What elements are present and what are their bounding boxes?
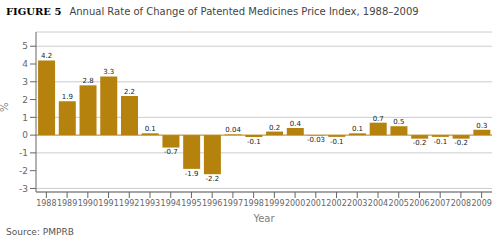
svg-text:0.2: 0.2: [269, 124, 280, 132]
html-text:Annual Rate of Change of Paten: Annual Rate of Change of Patented Medici…: [69, 5, 419, 17]
svg-text:3: 3: [22, 77, 28, 87]
svg-text:-0.1: -0.1: [330, 138, 344, 146]
svg-text:2003: 2003: [347, 199, 367, 208]
svg-text:1: 1: [22, 113, 28, 123]
svg-text:2009: 2009: [471, 199, 491, 208]
svg-text:1999: 1999: [264, 199, 284, 208]
svg-text:2002: 2002: [326, 199, 346, 208]
svg-text:1998: 1998: [243, 199, 263, 208]
svg-text:1993: 1993: [140, 199, 160, 208]
svg-text:-2.2: -2.2: [206, 175, 220, 183]
svg-text:0: 0: [22, 130, 28, 140]
svg-text:1994: 1994: [161, 199, 181, 208]
svg-text:0.1: 0.1: [145, 125, 156, 133]
svg-text:2: 2: [22, 95, 28, 105]
svg-text:1.9: 1.9: [62, 93, 73, 101]
html-text:Source: PMPRB: Source: PMPRB: [6, 226, 74, 237]
svg-text:1990: 1990: [78, 199, 98, 208]
svg-text:0.04: 0.04: [225, 126, 241, 134]
svg-text:0.4: 0.4: [290, 120, 302, 128]
svg-text:1992: 1992: [119, 199, 139, 208]
svg-text:-0.1: -0.1: [434, 138, 448, 146]
svg-text:1989: 1989: [57, 199, 77, 208]
svg-text:2005: 2005: [389, 199, 409, 208]
svg-text:1997: 1997: [223, 199, 243, 208]
svg-text:-1: -1: [19, 148, 28, 158]
svg-text:3.3: 3.3: [103, 68, 114, 76]
svg-text:2000: 2000: [285, 199, 305, 208]
svg-text:4: 4: [22, 59, 28, 69]
svg-text:-0.1: -0.1: [247, 138, 261, 146]
html-text:FIGURE 5: FIGURE 5: [6, 5, 62, 17]
svg-text:1996: 1996: [202, 199, 222, 208]
svg-text:2001: 2001: [306, 199, 326, 208]
svg-text:%: %: [0, 102, 10, 112]
svg-text:2.8: 2.8: [82, 77, 93, 85]
svg-text:Year: Year: [252, 213, 275, 222]
svg-text:-2: -2: [19, 166, 28, 176]
svg-text:0.3: 0.3: [476, 122, 487, 130]
svg-text:-0.2: -0.2: [454, 139, 468, 147]
svg-text:-0.7: -0.7: [164, 148, 178, 156]
svg-text:2008: 2008: [451, 199, 471, 208]
svg-text:1991: 1991: [98, 199, 118, 208]
svg-text:-1.9: -1.9: [185, 170, 199, 178]
svg-text:2.2: 2.2: [124, 88, 135, 96]
svg-text:0.1: 0.1: [352, 125, 363, 133]
svg-text:2007: 2007: [430, 199, 450, 208]
svg-text:1995: 1995: [181, 199, 201, 208]
svg-text:-0.2: -0.2: [413, 139, 427, 147]
svg-text:0.5: 0.5: [393, 118, 404, 126]
svg-text:4.2: 4.2: [41, 52, 52, 60]
svg-text:-3: -3: [19, 184, 28, 194]
svg-text:2006: 2006: [409, 199, 429, 208]
svg-text:5: 5: [22, 41, 28, 51]
svg-text:1988: 1988: [36, 199, 56, 208]
svg-text:0.7: 0.7: [373, 115, 384, 123]
svg-text:2004: 2004: [368, 199, 388, 208]
svg-text:-0.03: -0.03: [307, 136, 325, 144]
